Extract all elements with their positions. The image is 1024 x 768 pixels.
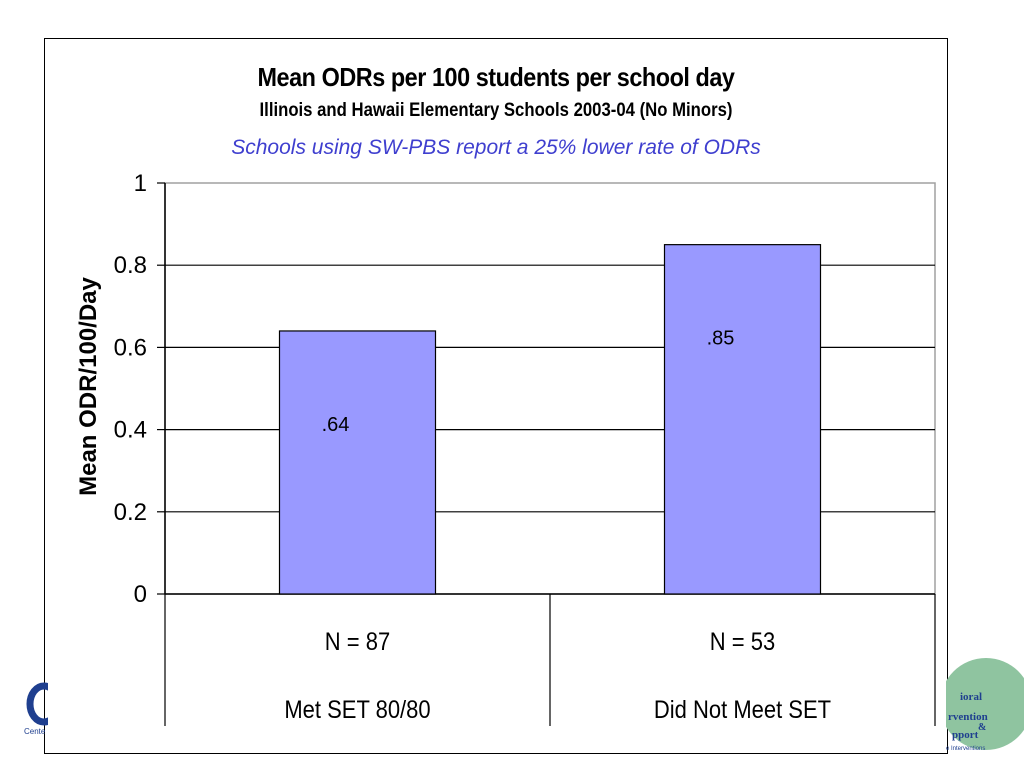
- y-tick-label: 0.2: [114, 499, 147, 526]
- chart-note: Schools using SW-PBS report a 25% lower …: [231, 136, 761, 159]
- category-count-label: N = 87: [325, 628, 390, 656]
- category-count-label: N = 53: [710, 628, 775, 656]
- chart-title: Mean ODRs per 100 students per school da…: [257, 62, 735, 92]
- data-label: .85: [707, 328, 735, 350]
- right-logo-line-2: rvention: [948, 711, 988, 723]
- y-tick-label: 0: [134, 581, 147, 608]
- y-axis-label: Mean ODR/100/Day: [75, 276, 102, 495]
- category-label: Met SET 80/80: [284, 696, 430, 724]
- chart-subtitle: Illinois and Hawaii Elementary Schools 2…: [259, 100, 733, 121]
- right-logo-line-1: ioral: [960, 691, 982, 703]
- y-tick-label: 0.6: [114, 334, 147, 361]
- left-logo: Cente: [22, 682, 48, 738]
- y-tick-label: 0.8: [114, 252, 147, 279]
- y-tick-label: 1: [134, 170, 147, 197]
- category-label: Did Not Meet SET: [654, 696, 831, 724]
- bar: [663, 244, 822, 595]
- right-logo-line-3: &: [978, 722, 986, 733]
- bar: [278, 330, 437, 595]
- right-logo-line-5: e Interventions: [946, 746, 985, 752]
- data-label: .64: [322, 414, 350, 436]
- y-tick-label: 0.4: [114, 417, 147, 444]
- left-logo-text: Cente: [24, 727, 46, 736]
- right-logo-line-4: pport: [952, 729, 979, 741]
- right-logo: ioral rvention & pport e Interventions: [946, 656, 1024, 756]
